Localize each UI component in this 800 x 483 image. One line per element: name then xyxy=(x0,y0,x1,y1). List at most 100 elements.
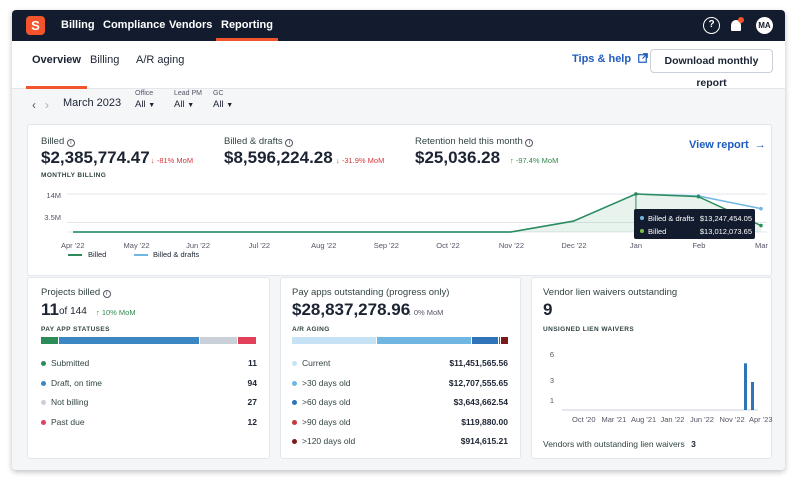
nav-compliance[interactable]: Compliance xyxy=(103,19,166,31)
month-label: March 2023 xyxy=(63,97,122,109)
data-point[interactable] xyxy=(759,223,763,228)
ar-aging-value: $11,451,565.56 xyxy=(449,358,508,368)
pay-app-status-value: 12 xyxy=(247,416,257,427)
billed-label-group: Billed i xyxy=(41,136,75,147)
x-tick-label: Aug '22 xyxy=(311,241,337,250)
help-button[interactable]: ? xyxy=(703,17,720,34)
x-tick-label: Oct '22 xyxy=(436,241,460,250)
office-filter[interactable]: Office All ▼ xyxy=(135,90,155,110)
user-avatar[interactable]: MA xyxy=(756,17,773,34)
x-tick-label: Nov '22 xyxy=(498,241,525,250)
ar-aging-label: >90 days old xyxy=(302,416,351,427)
gc-filter[interactable]: GC All ▼ xyxy=(213,90,233,110)
logo-icon[interactable]: S xyxy=(26,16,45,35)
ar-aging-value: $914,615.21 xyxy=(460,436,508,446)
pay-app-status-label: Submitted xyxy=(51,358,90,368)
notifications-button[interactable] xyxy=(728,17,745,34)
retention-delta: ↑ -97.4% MoM xyxy=(510,156,559,165)
status-dot xyxy=(41,361,46,366)
waiver-y-tick: 3 xyxy=(549,376,554,385)
filter-bar: ‹ › March 2023 Office All ▼ Lead PM All … xyxy=(12,90,785,124)
waiver-x-tick: Jun '22 xyxy=(690,415,714,424)
info-icon[interactable]: i xyxy=(525,139,534,147)
x-tick-label: Sep '22 xyxy=(373,241,399,250)
bar-segment xyxy=(238,337,256,344)
bar-segment xyxy=(501,337,508,344)
data-point[interactable] xyxy=(759,206,763,211)
waiver-bar[interactable] xyxy=(744,363,747,410)
bar-segment xyxy=(200,337,238,344)
retention-label-group: Retention held this month i xyxy=(415,136,534,147)
download-report-button[interactable]: Download monthly report xyxy=(650,49,773,89)
y-tick-label: 3.5M xyxy=(44,213,61,222)
tab-overview[interactable]: Overview xyxy=(26,41,87,89)
help-icon: ? xyxy=(703,17,720,34)
billed-area xyxy=(73,194,761,232)
monthly-billing-label: MONTHLY BILLING xyxy=(41,172,107,179)
legend-dot xyxy=(640,216,644,220)
view-report-link[interactable]: View report → xyxy=(689,139,766,151)
office-filter-value: All xyxy=(135,99,146,110)
status-dot xyxy=(292,439,297,444)
x-tick-label: May '22 xyxy=(123,241,150,250)
pay-app-statuses-label: PAY APP STATUSES xyxy=(41,326,110,333)
bar-segment xyxy=(471,337,499,344)
waiver-x-tick: Aug '21 xyxy=(631,415,657,424)
caret-down-icon: ▼ xyxy=(226,102,234,109)
pay-app-status-label: Draft, on time xyxy=(51,377,103,388)
waiver-bar[interactable] xyxy=(751,382,754,410)
info-icon[interactable]: i xyxy=(102,290,111,298)
next-month-icon[interactable]: › xyxy=(45,98,49,112)
billed-drafts-value: $8,596,224.28 xyxy=(224,148,333,167)
tooltip-series-value: $13,012,073.65 xyxy=(699,227,752,236)
info-icon[interactable]: i xyxy=(66,139,75,147)
waiver-x-tick: Nov '22 xyxy=(719,415,745,424)
pay-apps-value: $28,837,278.96 xyxy=(292,300,411,319)
tips-help-link[interactable]: Tips & help xyxy=(572,53,649,65)
pay-app-status-value: 11 xyxy=(248,358,257,368)
waiver-x-tick: Jan '22 xyxy=(660,415,685,424)
tooltip-series-name: Billed & drafts xyxy=(648,214,695,223)
lien-waivers-title: Vendor lien waivers outstanding xyxy=(543,287,678,298)
tab-billing[interactable]: Billing xyxy=(90,54,120,66)
lead-pm-filter-label: Lead PM xyxy=(174,90,203,97)
legend-billed-drafts-swatch xyxy=(134,254,148,256)
pay-app-status-label: Past due xyxy=(51,416,85,427)
y-tick-label: 14M xyxy=(46,191,61,200)
nav-billing[interactable]: Billing xyxy=(61,19,95,31)
x-tick-label: Feb xyxy=(692,241,706,250)
waiver-x-tick: Mar '21 xyxy=(601,415,627,424)
data-point[interactable] xyxy=(696,194,701,199)
tab-ar-aging[interactable]: A/R aging xyxy=(136,54,185,66)
ar-aging-label: >30 days old xyxy=(302,377,351,388)
nav-reporting[interactable]: Reporting xyxy=(216,10,278,41)
lead-pm-filter[interactable]: Lead PM All ▼ xyxy=(174,90,202,110)
bar-segment xyxy=(499,337,501,344)
nav-vendors[interactable]: Vendors xyxy=(169,19,213,31)
pay-app-status-value: 94 xyxy=(247,377,257,388)
billed-value: $2,385,774.47 xyxy=(41,148,150,167)
x-tick-label: Jan xyxy=(629,241,642,250)
gc-filter-value: All xyxy=(213,99,224,110)
vendors-outstanding-label: Vendors with outstanding lien waivers xyxy=(543,439,685,449)
sub-navbar: Overview Billing A/R aging Tips & help D… xyxy=(12,41,785,89)
avatar: MA xyxy=(756,17,773,34)
legend-dot xyxy=(640,229,644,233)
legend-billed-drafts-label: Billed & drafts xyxy=(153,250,200,259)
info-icon[interactable]: i xyxy=(285,139,294,147)
status-dot xyxy=(41,380,46,386)
pay-app-status-value: 27 xyxy=(247,397,257,407)
ar-aging-value: $119,880.00 xyxy=(461,416,508,427)
x-tick-label: Dec '22 xyxy=(561,241,587,250)
office-filter-label: Office xyxy=(135,90,154,97)
status-dot xyxy=(292,419,297,425)
pay-app-status-bar xyxy=(41,337,257,344)
lien-waivers-card xyxy=(531,277,772,459)
data-point[interactable] xyxy=(634,192,638,196)
projects-delta: ↑ 10% MoM xyxy=(96,308,136,317)
billing-summary-card xyxy=(27,124,772,276)
status-dot xyxy=(292,380,297,386)
ar-aging-label: >120 days old xyxy=(302,436,356,446)
tips-help-label: Tips & help xyxy=(572,53,632,65)
prev-month-icon[interactable]: ‹ xyxy=(32,98,36,112)
